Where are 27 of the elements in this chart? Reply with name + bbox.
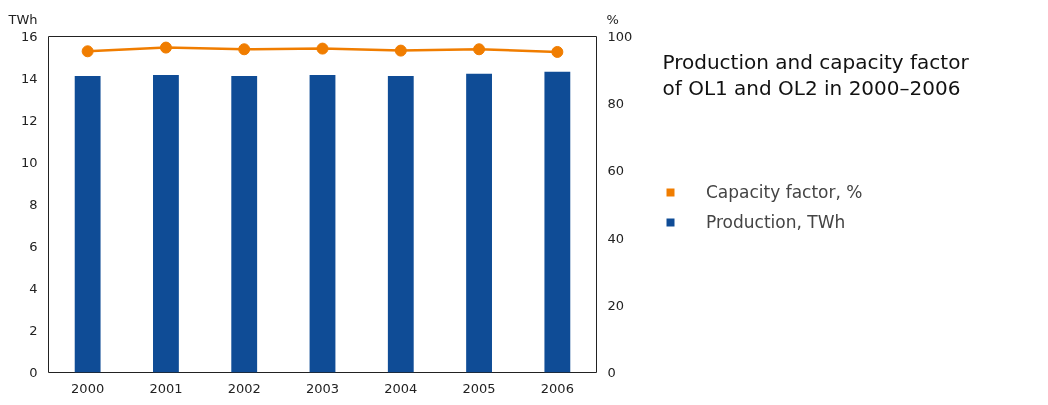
y2-axis-title: % [606,11,619,27]
y2-tick-label: 40 [607,230,625,246]
text: Production and capacity factor of OL1 and OL2 in 2000–2006 [662,50,970,100]
legend-label: Capacity factor, % [706,182,863,202]
y-tick-label: 10 [20,155,38,170]
y2-tick-label: 20 [607,297,625,313]
x-tick-label: 2001 [149,380,183,396]
x-tick-label: 2003 [305,380,340,396]
y2-tick-label: 60 [607,163,625,179]
x-tick-label: 2004 [384,380,418,396]
y2-tick-label: 100 [607,29,633,44]
y-tick-label: 12 [20,113,38,128]
y-tick-label: 8 [29,197,38,212]
y-tick-label: 0 [29,365,38,380]
y-tick-label: 16 [20,29,38,44]
x-tick-label: 2000 [71,380,105,396]
y-axis-title: TWh [7,11,38,27]
x-tick-label: 2005 [462,380,496,396]
y2-tick-label: 0 [607,365,616,380]
y-tick-label: 2 [29,323,38,338]
y-tick-label: 14 [20,71,38,86]
y2-tick-label: 80 [607,96,625,112]
x-tick-label: 2006 [540,380,574,396]
x-tick-label: 2002 [227,380,261,396]
legend-label: Production, TWh [706,212,846,232]
y-tick-label: 6 [29,239,38,254]
y-tick-label: 4 [29,281,38,296]
